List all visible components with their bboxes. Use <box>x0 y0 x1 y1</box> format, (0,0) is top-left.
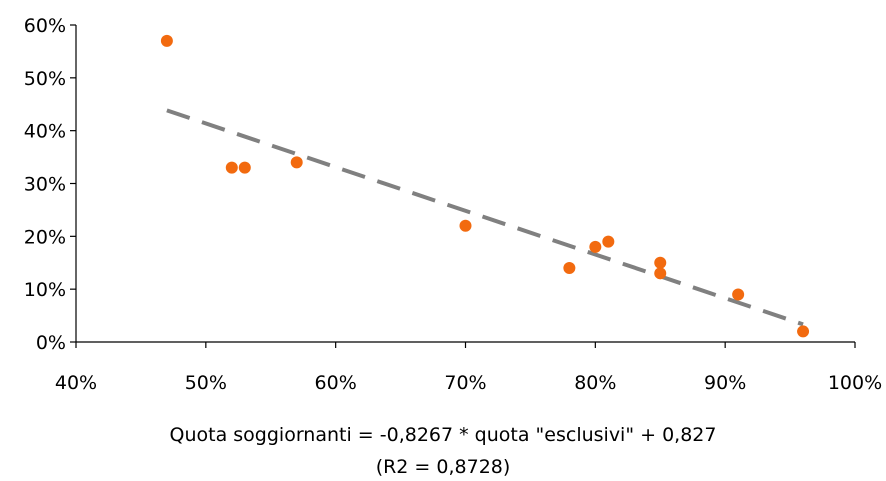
regression-equation: Quota soggiornanti = -0,8267 * quota "es… <box>169 424 717 446</box>
trendline <box>166 108 804 327</box>
tick-labels: 0% 10% 20% 30% 40% 50% 60% 40% 50% 60% 70% 80% 90% 10… <box>24 15 882 394</box>
r-squared-label: (R2 = 0,8728) <box>375 456 511 478</box>
trendline-layer <box>166 108 804 327</box>
x-tick-label: 100% <box>828 372 882 394</box>
x-tick-label: 90% <box>704 372 746 394</box>
data-point <box>225 161 238 174</box>
data-point <box>732 288 745 301</box>
data-point <box>654 256 667 269</box>
data-point <box>589 240 602 253</box>
data-point <box>160 34 173 47</box>
data-point <box>563 262 576 275</box>
data-point <box>602 235 615 248</box>
y-tick-label: 30% <box>24 174 66 196</box>
y-tick-label: 60% <box>24 15 66 37</box>
data-point <box>459 219 472 232</box>
y-tick-label: 50% <box>24 68 66 90</box>
y-tick-label: 0% <box>36 332 66 354</box>
data-point <box>238 161 251 174</box>
y-tick-label: 20% <box>24 226 66 248</box>
data-point <box>290 156 303 169</box>
y-tick-label: 40% <box>24 121 66 143</box>
data-point <box>797 325 810 338</box>
data-point <box>654 267 667 280</box>
x-tick-label: 70% <box>444 372 486 394</box>
x-tick-label: 40% <box>55 372 97 394</box>
axes <box>70 24 856 348</box>
x-tick-label: 50% <box>185 372 227 394</box>
data-points <box>160 34 810 338</box>
x-tick-label: 80% <box>574 372 616 394</box>
x-tick-label: 60% <box>315 372 357 394</box>
y-tick-label: 10% <box>24 279 66 301</box>
